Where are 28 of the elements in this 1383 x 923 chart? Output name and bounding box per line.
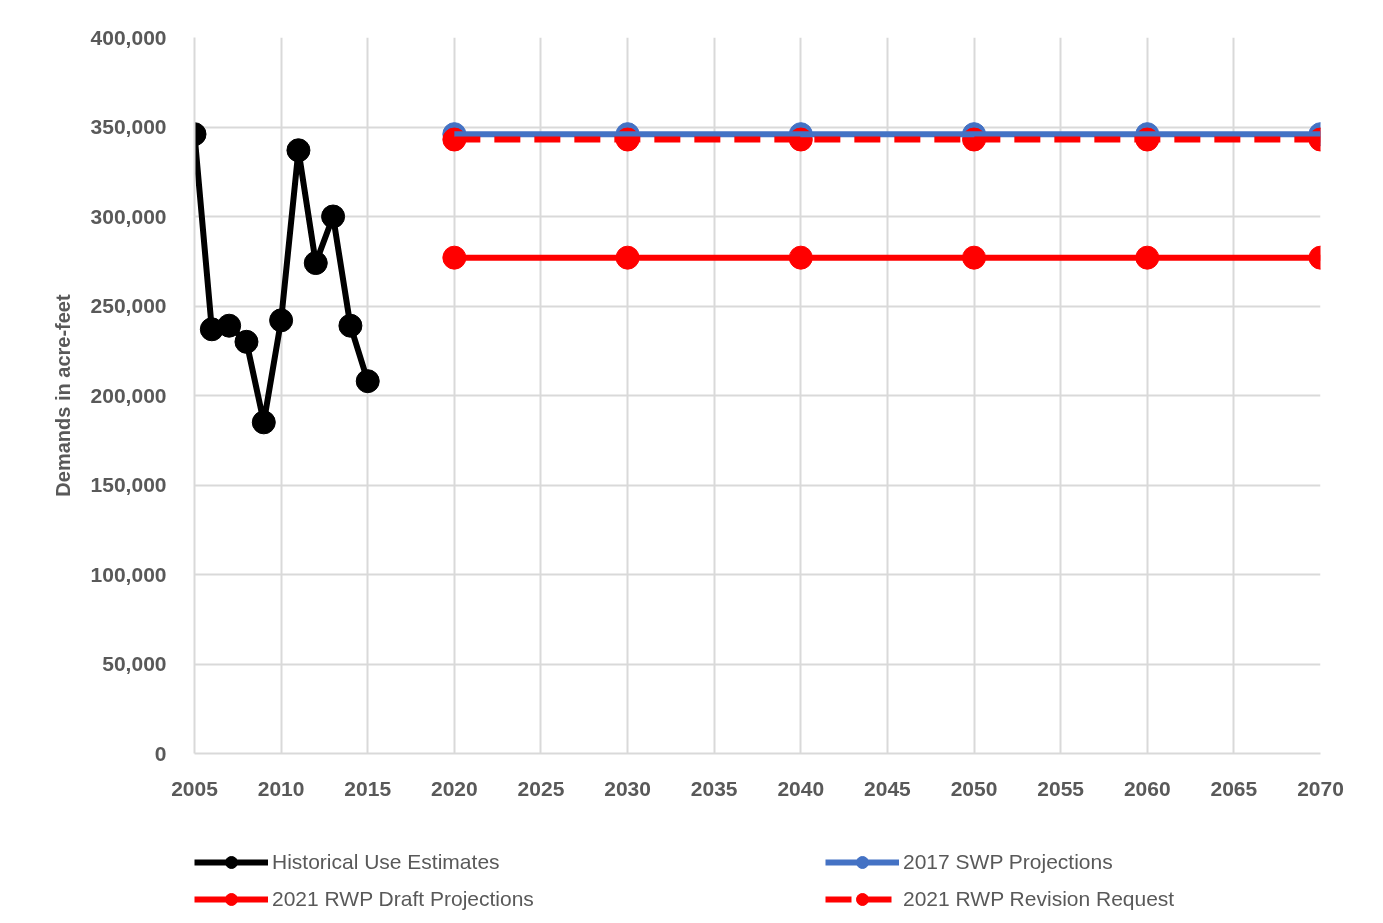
x-tick-label: 2040 xyxy=(777,776,825,800)
legend-label: 2021 RWP Revision Request xyxy=(903,886,1176,912)
y-tick-label: 100,000 xyxy=(90,562,167,586)
x-tick-label: 2045 xyxy=(864,776,912,800)
x-tick-label: 2035 xyxy=(690,776,738,800)
x-tick-label: 2025 xyxy=(517,776,565,800)
legend-label: 2017 SWP Projections xyxy=(903,849,1114,875)
y-tick-label: 350,000 xyxy=(90,115,167,138)
y-tick-label: 150,000 xyxy=(90,473,167,496)
x-tick-label: 2065 xyxy=(1210,776,1258,800)
x-tick-label: 2070 xyxy=(1297,776,1344,800)
y-axis-title: Demands in acre-feet xyxy=(51,294,74,497)
x-tick-label: 2060 xyxy=(1123,776,1171,800)
y-tick-label: 200,000 xyxy=(90,383,167,407)
y-tick-label: 50,000 xyxy=(102,652,167,675)
x-tick-label: 2050 xyxy=(950,776,998,800)
y-tick-label: 250,000 xyxy=(90,294,167,317)
x-tick-label: 2015 xyxy=(344,776,392,800)
x-tick-label: 2005 xyxy=(171,776,219,800)
x-tick-label: 2030 xyxy=(604,776,651,800)
y-tick-label: 300,000 xyxy=(90,204,167,228)
x-tick-label: 2020 xyxy=(430,776,478,800)
x-tick-label: 2055 xyxy=(1037,776,1085,800)
x-tick-label: 2010 xyxy=(257,776,305,800)
y-tick-label: 400,000 xyxy=(90,25,167,49)
legend-label: 2021 RWP Draft Projections xyxy=(272,886,535,912)
y-tick-label: 0 xyxy=(154,741,167,765)
legend-label: Historical Use Estimates xyxy=(272,849,501,875)
